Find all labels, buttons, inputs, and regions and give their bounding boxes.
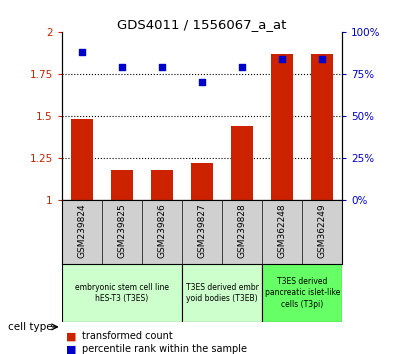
Bar	[62, 264, 182, 322]
Title: GDS4011 / 1556067_a_at: GDS4011 / 1556067_a_at	[117, 18, 287, 31]
Bar	[231, 126, 253, 200]
Text: GSM239824: GSM239824	[77, 203, 86, 258]
Text: ■: ■	[66, 344, 76, 354]
Bar	[71, 119, 93, 200]
Bar	[271, 54, 293, 200]
Text: GSM239827: GSM239827	[197, 203, 207, 258]
Bar	[151, 170, 173, 200]
Bar	[191, 163, 213, 200]
Text: GSM362248: GSM362248	[278, 203, 287, 258]
Text: T3ES derived embr
yoid bodies (T3EB): T3ES derived embr yoid bodies (T3EB)	[185, 283, 258, 303]
Point	[159, 64, 165, 70]
Text: GSM362249: GSM362249	[318, 203, 327, 258]
Text: cell type: cell type	[8, 322, 53, 332]
Bar	[111, 170, 133, 200]
Bar	[182, 264, 262, 322]
Point	[119, 64, 125, 70]
Text: GSM239828: GSM239828	[238, 203, 247, 258]
Text: GSM239825: GSM239825	[117, 203, 126, 258]
Point	[279, 56, 285, 62]
Bar	[311, 54, 333, 200]
Text: embryonic stem cell line
hES-T3 (T3ES): embryonic stem cell line hES-T3 (T3ES)	[75, 283, 169, 303]
Text: percentile rank within the sample: percentile rank within the sample	[82, 344, 247, 354]
Text: transformed count: transformed count	[82, 331, 172, 342]
Point	[78, 49, 85, 55]
Text: T3ES derived
pancreatic islet-like
cells (T3pi): T3ES derived pancreatic islet-like cells…	[265, 277, 340, 309]
Text: GSM239826: GSM239826	[157, 203, 166, 258]
Text: ■: ■	[66, 331, 76, 342]
Point	[239, 64, 245, 70]
Bar	[262, 264, 342, 322]
Point	[319, 56, 326, 62]
Point	[199, 80, 205, 85]
